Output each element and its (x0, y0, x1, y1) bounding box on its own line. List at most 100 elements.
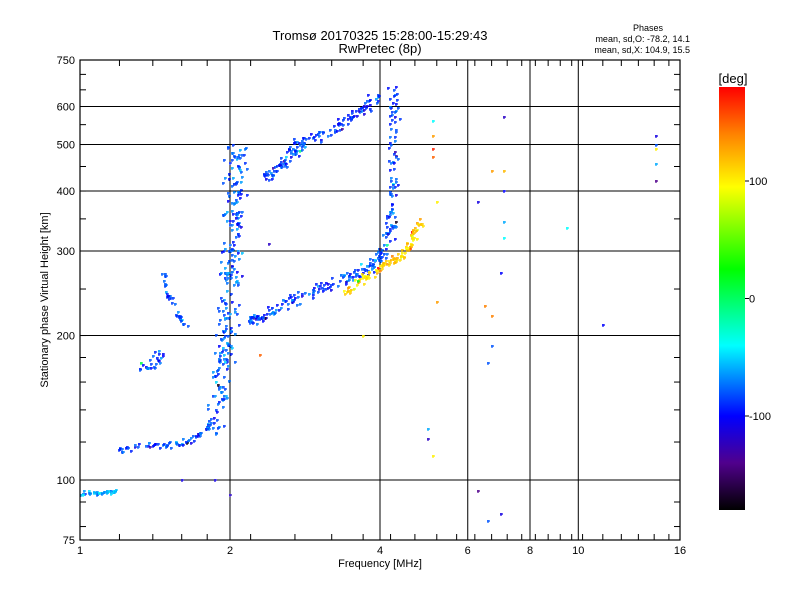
data-point-hook-upper (161, 273, 164, 276)
data-point-f-o-mode (383, 253, 386, 256)
data-point-f-cusp (221, 300, 224, 303)
data-point-f-o-mode (395, 156, 398, 159)
data-point-f-cusp (216, 419, 219, 422)
data-point-f-x-mode (417, 223, 420, 226)
data-point-f-multi-hop (333, 125, 336, 128)
data-point-f-cusp (244, 162, 247, 165)
data-point-f-multi-hop (320, 141, 323, 144)
data-point-f-cusp (210, 422, 213, 425)
data-point-f-multi-hop (292, 153, 295, 156)
data-point-f-o-mode (389, 115, 392, 118)
data-point-f-o-mode (357, 269, 360, 272)
data-point-f-o-mode (297, 291, 300, 294)
x-tick-label: 10 (572, 545, 584, 557)
data-point-f-cusp (218, 345, 221, 348)
data-point-f-o-mode (262, 320, 265, 323)
data-point-f-o-mode (379, 253, 382, 256)
data-point-f-o-mode (251, 316, 254, 319)
data-point-f-o-mode (374, 259, 377, 262)
data-point-f-cusp (235, 213, 238, 216)
data-point-f-cusp (238, 258, 241, 261)
data-point-hook-lower (142, 364, 145, 367)
data-point-f-x-mode (347, 290, 350, 293)
data-point-f-o-mode (390, 180, 393, 183)
data-point-f-cusp (227, 277, 230, 280)
data-point-f-o-mode (386, 244, 389, 247)
x-tick-label: 1 (77, 545, 83, 557)
data-point-f-cusp (221, 391, 224, 394)
data-point-isolated (362, 335, 365, 338)
data-point-f-o-mode (327, 283, 330, 286)
data-point-f-o-mode (291, 299, 294, 302)
data-point-f-o-mode (290, 296, 293, 299)
data-point-f-o-mode (297, 296, 300, 299)
data-point-hook-lower (158, 350, 161, 353)
data-point-f-o-mode (395, 129, 398, 132)
data-point-f-o-mode (293, 294, 296, 297)
data-point-f-x-mode (389, 262, 392, 265)
axis-ticks (79, 60, 680, 540)
data-point-isolated (427, 428, 430, 431)
data-point-f-cusp (224, 267, 227, 270)
data-point-f-cusp (225, 325, 228, 328)
data-point-f-cusp (236, 271, 239, 274)
data-point-f-o-mode (389, 123, 392, 126)
data-point-f-o-mode (395, 178, 398, 181)
data-point-f-cusp (227, 192, 230, 195)
data-point-f-cusp (217, 384, 220, 387)
data-point-isolated (503, 116, 506, 119)
data-point-f-cusp (233, 191, 236, 194)
data-point-hook-lower (158, 353, 161, 356)
data-point-hook-upper (167, 295, 170, 298)
data-point-es-lower (145, 445, 148, 448)
data-point-f-x-mode (411, 235, 414, 238)
data-point-f-cusp (229, 244, 232, 247)
data-point-f-multi-hop (329, 129, 332, 132)
data-point-f-multi-hop (318, 131, 321, 134)
data-point-isolated (477, 490, 480, 493)
data-point-f-cusp (230, 330, 233, 333)
data-point-f-o-mode (262, 317, 265, 320)
data-point-f-multi-hop (294, 150, 297, 153)
data-point-f-o-mode (364, 269, 367, 272)
data-point-f-x-mode (379, 270, 382, 273)
data-point-f-o-mode (390, 162, 393, 165)
data-point-f-cusp (217, 307, 220, 310)
data-point-f-multi-hop (284, 159, 287, 162)
data-point-f-multi-hop (279, 164, 282, 167)
data-point-isolated (487, 362, 490, 365)
data-point-f-multi-hop (337, 123, 340, 126)
data-point-f-cusp (222, 182, 225, 185)
data-point-f-cusp (232, 220, 235, 223)
data-point-f-cusp (223, 242, 226, 245)
data-point-f-cusp (241, 176, 244, 179)
data-point-f-multi-hop (342, 124, 345, 127)
data-point-f-multi-hop (343, 117, 346, 120)
data-point-f-x-mode (382, 262, 385, 265)
data-point-f-multi-hop (289, 146, 292, 149)
stats-title: Phases (633, 23, 664, 33)
data-point-f-cusp (222, 386, 225, 389)
data-point-f-multi-hop (347, 114, 350, 117)
data-point-f-cusp (228, 380, 231, 383)
data-point-f-o-mode (391, 119, 394, 122)
data-point-es-lower (149, 446, 152, 449)
data-point-f-cusp (236, 181, 239, 184)
data-point-f-o-mode (393, 89, 396, 92)
data-point-f-o-mode (393, 162, 396, 165)
data-point-f-multi-hop (286, 151, 289, 154)
data-point-f-o-mode (329, 286, 332, 289)
data-point-f-multi-hop (293, 142, 296, 145)
data-point-f-cusp (231, 259, 234, 262)
data-point-f-o-mode (360, 263, 363, 266)
data-point-f-cusp (235, 236, 238, 239)
data-point-f-o-mode (366, 265, 369, 268)
data-point-f-cusp (225, 395, 228, 398)
data-point-f-cusp (246, 194, 249, 197)
data-point-f-multi-hop (347, 123, 350, 126)
data-point-f-cusp (219, 352, 222, 355)
data-point-isolated (500, 272, 503, 275)
data-point-f-cusp (243, 154, 246, 157)
data-point-es-lower (118, 449, 121, 452)
